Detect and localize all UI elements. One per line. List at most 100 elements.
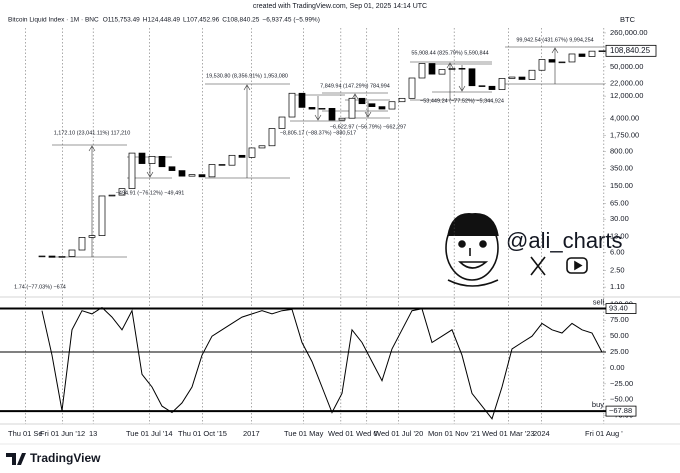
candle-body xyxy=(478,85,486,87)
y-tick-label: 50.00 xyxy=(610,331,629,340)
level-box xyxy=(605,405,637,417)
social-icons xyxy=(530,256,588,276)
candle-body xyxy=(448,68,456,70)
measurement-label: 1,172.10 (23,041.11%) 117,210 xyxy=(54,130,131,136)
candle-body xyxy=(188,174,196,177)
y-tick-label: 30.00 xyxy=(610,214,629,223)
candle-body xyxy=(258,145,266,149)
candle-body xyxy=(68,249,76,257)
x-tick-label: Fri 01 Aug ' xyxy=(585,429,623,438)
ohlc-value: O115,753.49 xyxy=(103,17,140,24)
y-tick-label: 260,000.00 xyxy=(610,28,648,37)
candle-body xyxy=(218,164,226,166)
candle-body xyxy=(108,194,116,197)
y-tick-label: 12,000.00 xyxy=(610,91,643,100)
measurement-label: −8,805.17 (−88.37%) −880,517 xyxy=(280,130,356,136)
candle-body xyxy=(408,77,416,99)
candle-body xyxy=(438,69,446,75)
candle-body xyxy=(128,152,136,189)
y-tick-label: 800.00 xyxy=(610,147,633,156)
candle-body xyxy=(168,166,176,171)
level-name: buy xyxy=(592,400,604,409)
y-tick-label: 150.00 xyxy=(610,181,633,190)
candle-body xyxy=(228,154,236,166)
candle-body xyxy=(338,117,346,121)
currency: BTC xyxy=(620,15,636,24)
measurement-label: 55,908.44 (825.79%) 5,590,844 xyxy=(411,50,488,56)
candle-body xyxy=(508,76,516,79)
candle-body xyxy=(588,50,596,57)
candle-body xyxy=(348,97,356,119)
y-tick-label: 1,750.00 xyxy=(610,131,639,140)
candle-body xyxy=(208,164,216,178)
level-value: 93.40 xyxy=(609,304,628,313)
candle-body xyxy=(518,76,526,80)
level-name: sell xyxy=(593,298,605,307)
y-tick-label: −50.00 xyxy=(610,395,633,404)
y-tick-label: 13.00 xyxy=(610,231,629,240)
brand-logo xyxy=(6,453,26,465)
candle-body xyxy=(58,256,66,258)
y-tick-label: 50,000.00 xyxy=(610,62,643,71)
candle-body xyxy=(298,92,306,108)
measurement-label: 7,849.94 (147.29%) 784,994 xyxy=(320,83,390,89)
y-tick-label: 6.00 xyxy=(610,247,625,256)
candle-body xyxy=(138,152,146,164)
x-tick-label: Thu 01 Oct '15 xyxy=(178,429,227,438)
candle-body xyxy=(358,97,366,105)
ohlc-value: H124,448.49 xyxy=(143,17,181,24)
level-value: −67.88 xyxy=(609,406,632,415)
brand: TradingView xyxy=(30,451,101,465)
candle-body xyxy=(578,53,586,57)
candle-body xyxy=(528,69,536,80)
candle-body xyxy=(468,68,476,87)
x-tick-label: Wed 0 xyxy=(356,429,378,438)
created-note: created with TradingView.com, Sep 01, 20… xyxy=(253,3,427,10)
x-tick-label: Wed 01 Mar '23 xyxy=(482,429,535,438)
last-price-box xyxy=(605,44,657,57)
candle-body xyxy=(308,107,316,110)
candle-body xyxy=(98,195,106,236)
candle-body xyxy=(458,68,466,70)
ohlc-value: −6,937.45 (−5.99%) xyxy=(262,17,319,24)
candle-body xyxy=(328,107,336,121)
ohlc-value: C108,840.25 xyxy=(222,17,260,24)
y-tick-label: 2.50 xyxy=(610,265,625,274)
candle-body xyxy=(378,106,386,110)
measurement-label: 99,942.54 (431.67%) 9,994,254 xyxy=(516,37,593,43)
x-tick-label: Mon 01 Nov '21 xyxy=(428,429,480,438)
candle-body xyxy=(238,154,246,158)
y-tick-label: 75.00 xyxy=(610,315,629,324)
candle-body xyxy=(118,188,126,196)
x-tick-label: Wed 01 Jul '20 xyxy=(374,429,423,438)
candle-body xyxy=(48,255,56,258)
candle-body xyxy=(568,53,576,63)
candle-body xyxy=(418,63,426,79)
candle-body xyxy=(38,255,46,258)
x-tick-label: 2017 xyxy=(243,429,260,438)
candle-body xyxy=(88,235,96,238)
measurement-label: −6,622.97 (−56.79%) −662,297 xyxy=(330,124,406,130)
candle-body xyxy=(538,59,546,71)
x-tick-label: 13 xyxy=(89,429,97,438)
candle-body xyxy=(488,85,496,90)
candle-body xyxy=(558,61,566,64)
y-tick-label: 1.10 xyxy=(610,282,625,291)
y-tick-label: 65.00 xyxy=(610,198,629,207)
candle-body xyxy=(268,128,276,147)
oscillator-line xyxy=(41,306,603,420)
candle-body xyxy=(388,101,396,110)
candle-body xyxy=(288,92,296,118)
x-tick-label: 2024 xyxy=(533,429,550,438)
candle-body xyxy=(178,170,186,177)
candle-body xyxy=(158,155,166,168)
candle-body xyxy=(198,174,206,178)
candle-body xyxy=(428,63,436,75)
y-tick-label: 0.00 xyxy=(610,363,625,372)
candle-body xyxy=(278,116,286,129)
x-tick-label: Thu 01 Se xyxy=(8,429,43,438)
measurement-label: 1.74 (−77.03%) −674 xyxy=(14,284,66,290)
candle-body xyxy=(318,107,326,110)
candle-body xyxy=(548,59,556,63)
